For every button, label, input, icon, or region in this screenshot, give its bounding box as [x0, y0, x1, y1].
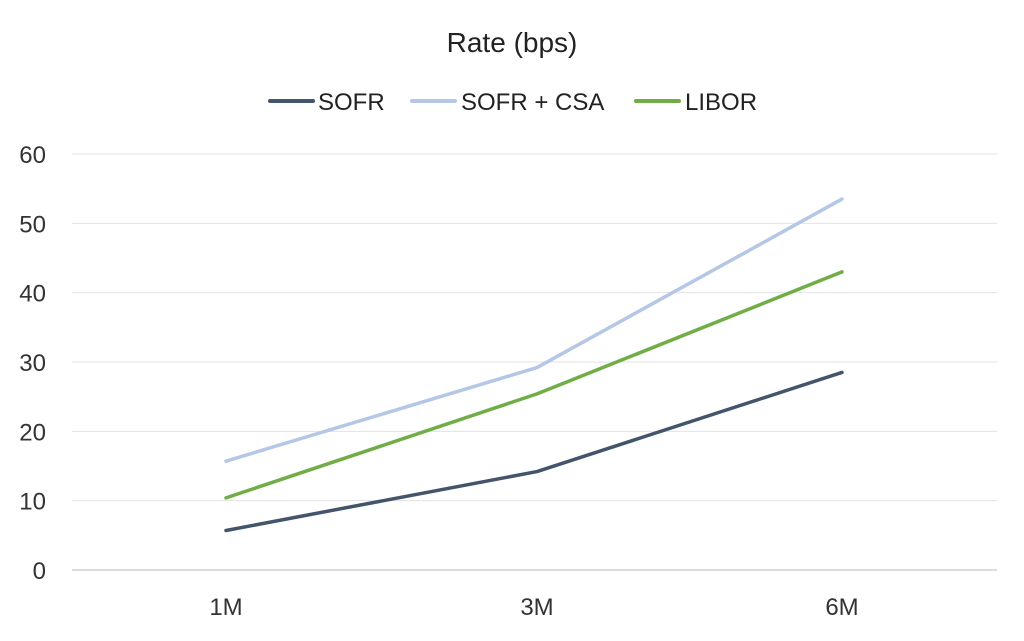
x-tick-label: 3M	[520, 594, 553, 621]
y-tick-label: 60	[19, 142, 46, 169]
y-tick-label: 50	[19, 211, 46, 238]
legend-item-libor: LIBOR	[634, 89, 757, 116]
chart-legend: SOFR SOFR + CSA LIBOR	[268, 89, 757, 116]
chart-gridlines	[72, 153, 997, 571]
y-tick-label: 30	[19, 350, 46, 377]
series-line-libor	[224, 270, 844, 500]
series-line-sofr	[224, 370, 844, 533]
x-tick-label: 6M	[825, 594, 858, 621]
chart-series	[224, 197, 844, 533]
y-tick-label: 10	[19, 489, 46, 516]
y-tick-label: 20	[19, 419, 46, 446]
legend-item-sofr-csa: SOFR + CSA	[410, 89, 604, 116]
legend-label: SOFR + CSA	[461, 89, 604, 116]
legend-label: SOFR	[318, 89, 385, 116]
y-tick-label: 0	[33, 558, 46, 585]
legend-item-sofr: SOFR	[268, 89, 385, 116]
series-line-sofr-csa	[224, 197, 844, 463]
y-tick-label: 40	[19, 281, 46, 308]
legend-label: LIBOR	[685, 89, 757, 116]
chart-title: Rate (bps)	[447, 27, 578, 58]
x-axis-ticks: 1M 3M 6M	[209, 594, 858, 621]
x-tick-label: 1M	[209, 594, 242, 621]
y-axis-ticks: 0 10 20 30 40 50 60	[19, 142, 46, 585]
